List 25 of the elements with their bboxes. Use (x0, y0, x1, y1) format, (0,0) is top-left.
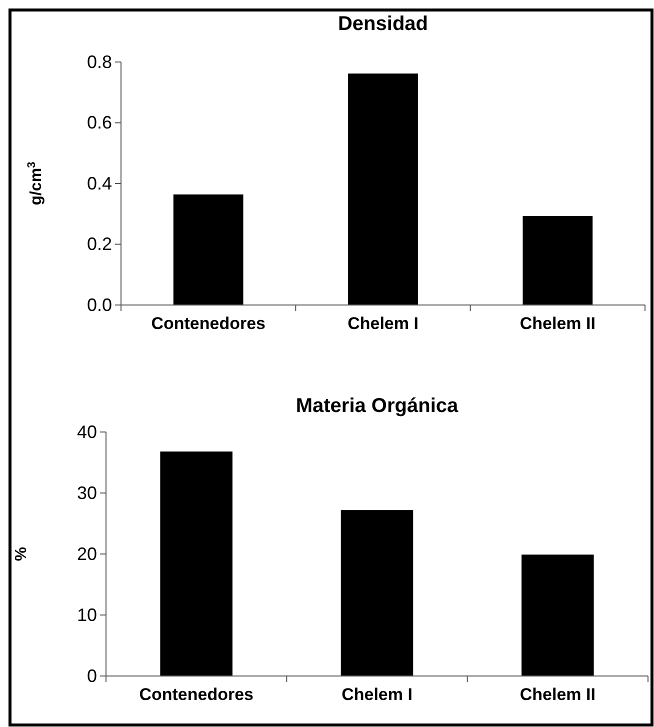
x-tick-label: Contenedores (151, 314, 266, 334)
bar (160, 452, 232, 676)
bar (348, 74, 418, 305)
bar (173, 194, 244, 305)
x-tick-label: Chelem II (520, 685, 596, 704)
y-axis-title: % (13, 546, 30, 562)
x-tick-label: Contenedores (139, 685, 254, 704)
x-tick-label: Chelem I (342, 685, 412, 704)
y-tick-label: 20 (76, 544, 97, 564)
y-tick-label: 10 (76, 604, 97, 625)
bar (340, 510, 414, 676)
bar (522, 216, 593, 305)
y-tick-label: 0.6 (86, 112, 112, 133)
y-tick-label: 0 (86, 666, 97, 686)
y-tick-label: 0.2 (86, 234, 112, 254)
y-tick-label: 0.8 (86, 52, 112, 72)
y-tick-label: 0.0 (86, 294, 112, 315)
y-tick-label: 0.4 (86, 173, 112, 194)
bar (522, 554, 594, 676)
chart-title: Materia Orgánica (296, 395, 460, 417)
y-tick-label: 40 (76, 422, 97, 442)
x-tick-label: Chelem II (520, 314, 596, 334)
y-tick-label: 30 (76, 482, 97, 503)
x-tick-label: Chelem I (348, 314, 418, 334)
chart-title: Densidad (338, 13, 428, 35)
